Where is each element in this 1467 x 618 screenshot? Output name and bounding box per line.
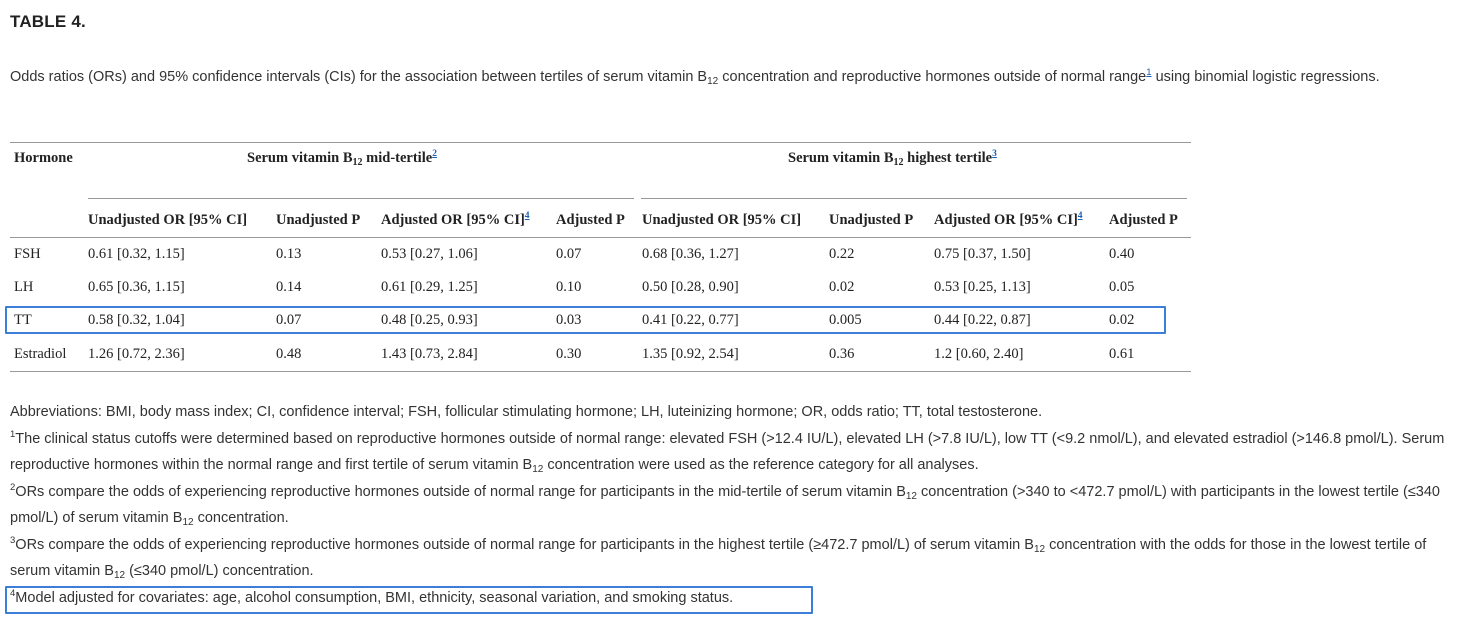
table-cell: 1.2 [0.60, 2.40] (934, 346, 1024, 362)
table-cell: 0.30 (556, 346, 582, 362)
col-header-unadj-p-mid: Unadjusted P (276, 212, 361, 228)
table-cell: 0.58 [0.32, 1.04] (88, 312, 185, 328)
table-bottom-rule (10, 371, 1191, 372)
table-cell: 0.53 [0.25, 1.13] (934, 279, 1031, 295)
table-cell: 0.03 (556, 312, 582, 328)
table-cell: 1.26 [0.72, 2.36] (88, 346, 185, 362)
highest-tertile-header: Serum vitamin B12 highest tertile3 (788, 149, 997, 168)
col-header-adj-p-mid: Adjusted P (556, 212, 625, 228)
mid-group-rule (88, 198, 634, 199)
footnote-link-3[interactable]: 3 (992, 149, 997, 159)
table-caption: Odds ratios (ORs) and 95% confidence int… (10, 67, 1380, 87)
table-cell: 0.07 (556, 246, 582, 262)
table-cell: 0.22 (829, 246, 855, 262)
table-cell: 0.02 (1109, 312, 1135, 328)
table-cell: 0.05 (1109, 279, 1135, 295)
header-bottom-rule (10, 237, 1191, 238)
table-cell: 0.44 [0.22, 0.87] (934, 312, 1031, 328)
footnote-4-highlight (5, 586, 813, 614)
footnote-link-4[interactable]: 4 (524, 211, 530, 221)
col-header-adj-or-mid: Adjusted OR [95% CI]4 (381, 211, 530, 228)
table-cell: 0.61 (1109, 346, 1135, 362)
col-header-adj-or-high: Adjusted OR [95% CI]4 (934, 211, 1083, 228)
col-header-unadj-p-high: Unadjusted P (829, 212, 914, 228)
table-cell: 0.48 (276, 346, 302, 362)
footnote-link-2[interactable]: 2 (432, 149, 437, 159)
table-cell: 1.35 [0.92, 2.54] (642, 346, 739, 362)
table-cell: 0.50 [0.28, 0.90] (642, 279, 739, 295)
table-top-rule (10, 142, 1191, 143)
table-cell: 0.02 (829, 279, 855, 295)
table-cell: 0.13 (276, 246, 302, 262)
footnote-link-1[interactable]: 1 (1146, 67, 1152, 78)
table-cell: 0.68 [0.36, 1.27] (642, 246, 739, 262)
footnote-link-4b[interactable]: 4 (1077, 211, 1083, 221)
table-cell: 0.53 [0.27, 1.06] (381, 246, 478, 262)
hormone-header: Hormone (14, 150, 73, 166)
high-group-rule (641, 198, 1187, 199)
footnote-2: 2ORs compare the odds of experiencing re… (10, 481, 1440, 528)
footnote-1: 1The clinical status cutoffs were determ… (10, 428, 1445, 475)
table-cell: 0.65 [0.36, 1.15] (88, 279, 185, 295)
table-row-hormone: Estradiol (14, 346, 67, 362)
col-header-adj-p-high: Adjusted P (1109, 212, 1178, 228)
abbreviations-note: Abbreviations: BMI, body mass index; CI,… (10, 404, 1043, 420)
table-cell: 0.40 (1109, 246, 1135, 262)
table-row-hormone: TT (14, 312, 32, 328)
col-header-unadj-or-mid: Unadjusted OR [95% CI] (88, 212, 248, 228)
mid-tertile-header: Serum vitamin B12 mid-tertile2 (247, 149, 437, 168)
table-label: TABLE 4. (10, 12, 86, 31)
table-cell: 0.41 [0.22, 0.77] (642, 312, 739, 328)
table-cell: 0.005 (829, 312, 862, 328)
table-cell: 1.43 [0.73, 2.84] (381, 346, 478, 362)
footnote-4: 4Model adjusted for covariates: age, alc… (10, 587, 734, 606)
table-cell: 0.10 (556, 279, 582, 295)
table-cell: 0.07 (276, 312, 302, 328)
table-cell: 0.75 [0.37, 1.50] (934, 246, 1031, 262)
table-cell: 0.48 [0.25, 0.93] (381, 312, 478, 328)
table-cell: 0.61 [0.32, 1.15] (88, 246, 185, 262)
tt-row-highlight (5, 306, 1166, 334)
table-row-hormone: FSH (14, 246, 41, 262)
table-row-hormone: LH (14, 279, 34, 295)
table-cell: 0.14 (276, 279, 302, 295)
col-header-unadj-or-high: Unadjusted OR [95% CI] (642, 212, 802, 228)
table-cell: 0.36 (829, 346, 855, 362)
table-footnotes: Abbreviations: BMI, body mass index; CI,… (10, 399, 1460, 611)
table-cell: 0.61 [0.29, 1.25] (381, 279, 478, 295)
footnote-3: 3ORs compare the odds of experiencing re… (10, 534, 1427, 581)
